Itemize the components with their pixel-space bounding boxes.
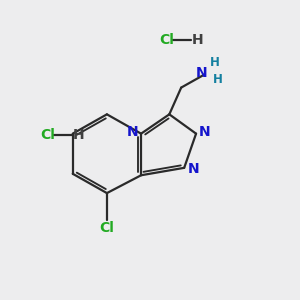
Text: Cl: Cl [40, 128, 55, 142]
Text: N: N [196, 66, 208, 80]
Text: H: H [192, 33, 203, 47]
Text: Cl: Cl [100, 221, 114, 235]
Text: H: H [73, 128, 85, 142]
Text: N: N [126, 125, 138, 139]
Text: N: N [187, 162, 199, 176]
Text: H: H [212, 73, 222, 86]
Text: H: H [210, 56, 219, 69]
Text: N: N [199, 125, 211, 139]
Text: Cl: Cl [159, 33, 174, 47]
